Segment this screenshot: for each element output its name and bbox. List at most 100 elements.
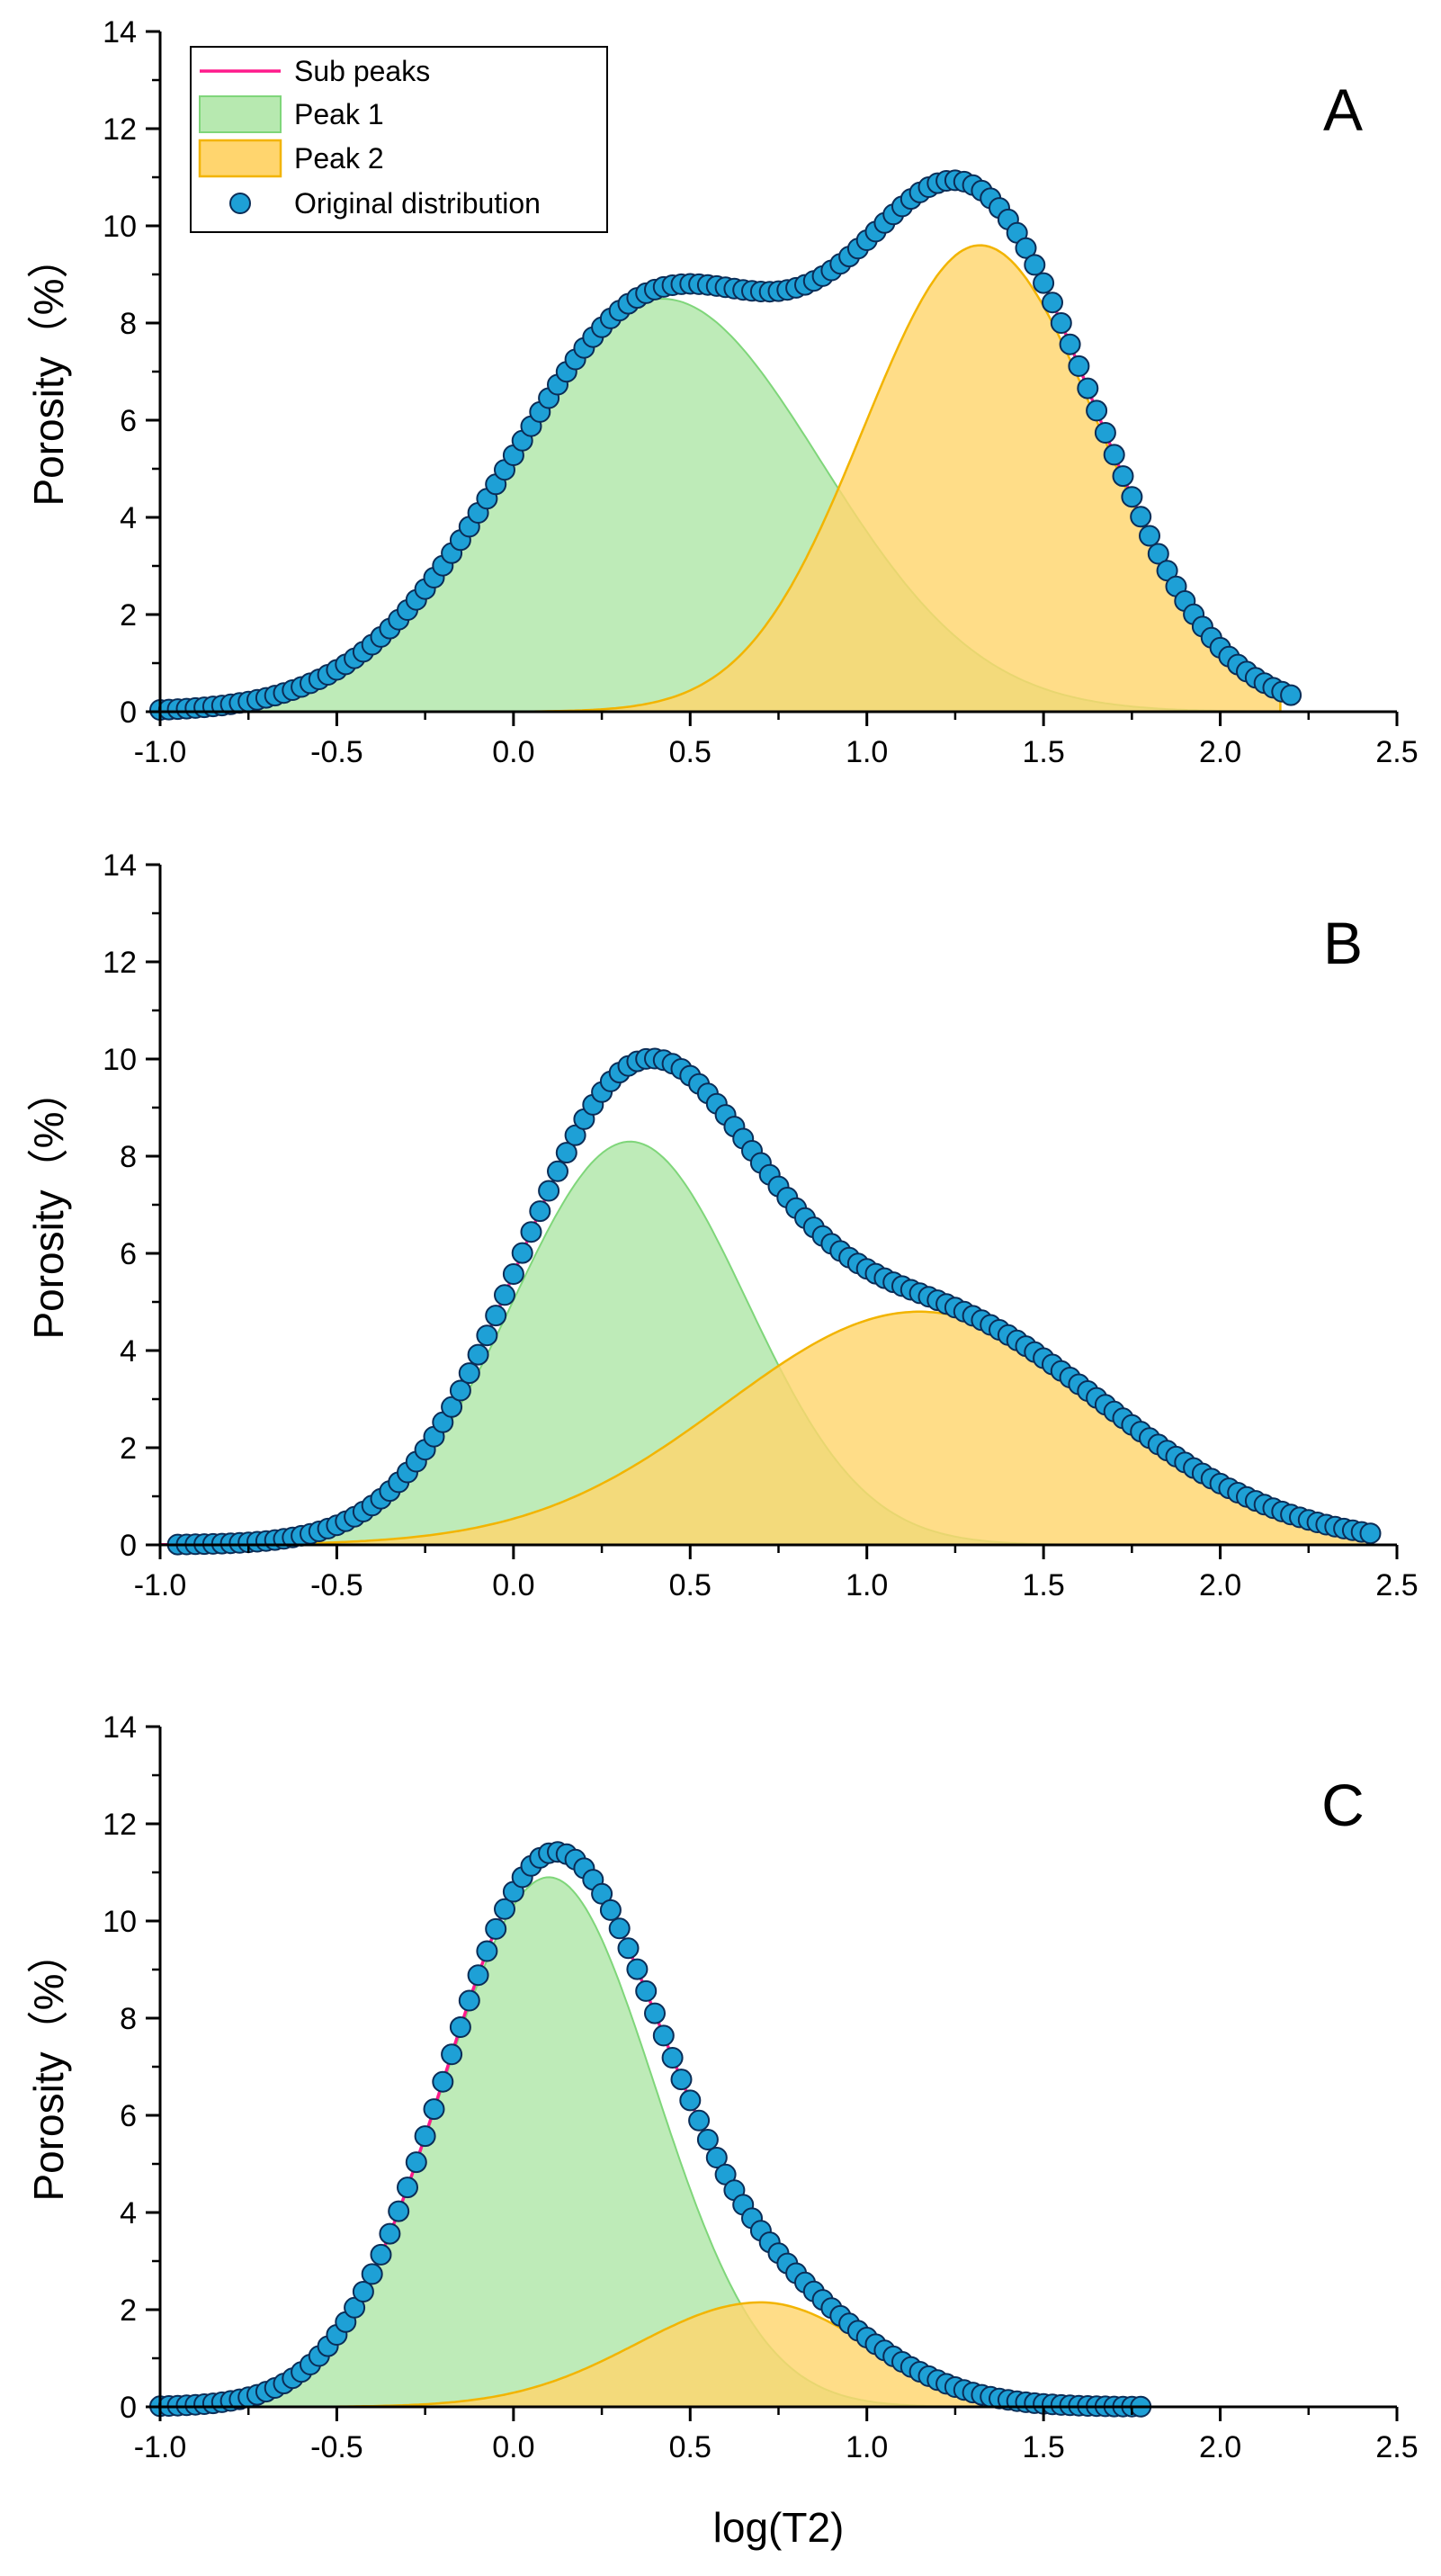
original-distribution-point — [1147, 543, 1169, 565]
y-tick-label: 8 — [120, 307, 137, 341]
x-tick-label: 2.5 — [1375, 735, 1418, 769]
original-distribution-point — [432, 2070, 454, 2093]
original-distribution-point — [1059, 333, 1081, 355]
original-distribution-point — [696, 2129, 719, 2150]
original-distribution-point — [502, 1263, 524, 1285]
panel-c-peak1-area — [159, 1876, 1143, 2408]
original-distribution-point — [379, 2222, 401, 2245]
original-distribution-point — [705, 2147, 728, 2168]
x-tick-label: 0.0 — [492, 1568, 534, 1602]
x-tick-label: -0.5 — [310, 735, 363, 769]
panel-b-y-axis-title: Porosity（%） — [25, 1070, 72, 1339]
y-tick-label: 0 — [120, 2391, 137, 2425]
y-tick-label: 8 — [120, 1140, 137, 1174]
panel-c-x-axis: -1.0 -0.5 0.0 0.5 1.0 1.5 2.0 2.5 — [134, 2405, 1419, 2464]
original-distribution-point — [405, 2151, 427, 2174]
original-distribution-point — [529, 1200, 551, 1223]
x-tick-label: 2.0 — [1199, 735, 1241, 769]
y-tick-label: 8 — [120, 2002, 137, 2036]
original-distribution-point — [441, 2043, 463, 2066]
original-distribution-point — [458, 1989, 480, 2012]
original-distribution-point — [547, 1160, 568, 1182]
legend-original-distribution-swatch — [229, 193, 251, 214]
panel-b-y-axis: 0 2 4 6 8 10 12 14 — [103, 848, 162, 1563]
panel-c-y-axis-title: Porosity（%） — [25, 1932, 72, 2201]
x-tick-label: 0.5 — [669, 735, 712, 769]
original-distribution-point — [441, 1396, 463, 1418]
y-tick-label: 10 — [103, 1905, 137, 1939]
x-tick-label: 1.5 — [1023, 2430, 1065, 2464]
legend-peak1-label: Peak 1 — [294, 98, 384, 130]
x-tick-label: 1.0 — [846, 2430, 888, 2464]
original-distribution-point — [591, 1882, 613, 1905]
panel-a-x-axis: -1.0 -0.5 0.0 0.5 1.0 1.5 2.0 2.5 — [134, 710, 1419, 769]
original-distribution-point — [1094, 422, 1116, 444]
panel-c-peak1-area-group — [159, 1876, 1143, 2408]
y-tick-label: 10 — [103, 1043, 137, 1077]
y-tick-label: 6 — [120, 1237, 137, 1271]
y-tick-label: 4 — [120, 501, 137, 535]
original-distribution-point — [688, 2109, 711, 2132]
original-distribution-point — [511, 1242, 533, 1264]
panel-b-x-axis: -1.0 -0.5 0.0 0.5 1.0 1.5 2.0 2.5 — [134, 1543, 1419, 1602]
original-distribution-point — [388, 2200, 410, 2222]
x-tick-label: 1.5 — [1023, 735, 1065, 769]
panel-a-original-distribution-points — [149, 169, 1302, 721]
y-tick-label: 2 — [120, 2293, 137, 2328]
x-tick-label: 2.5 — [1375, 1568, 1418, 1602]
y-tick-label: 12 — [103, 946, 137, 980]
panel-b: -1.0 -0.5 0.0 0.5 1.0 1.5 2.0 2.5 0 2 4 6 8 10 12 14 B… — [25, 848, 1419, 1602]
original-distribution-point — [352, 2281, 374, 2302]
original-distribution-point — [361, 2263, 383, 2285]
original-distribution-point — [626, 1958, 649, 1980]
panel-a: -1.0 -0.5 0.0 0.5 1.0 1.5 2.0 2.5 0 2 4 6 8 10 12 14 A… — [25, 15, 1419, 769]
y-tick-label: 12 — [103, 1808, 137, 1842]
legend-sub-peaks-label: Sub peaks — [294, 55, 430, 87]
original-distribution-point — [538, 1180, 560, 1202]
original-distribution-point — [449, 2016, 471, 2038]
original-distribution-point — [476, 1940, 498, 1962]
x-axis-title: log(T2) — [713, 2504, 845, 2551]
original-distribution-point — [1103, 444, 1125, 466]
x-tick-label: 2.0 — [1199, 2430, 1241, 2464]
original-distribution-point — [414, 2125, 436, 2148]
original-distribution-point — [423, 2098, 445, 2121]
original-distribution-point — [449, 1379, 471, 1402]
x-tick-label: 0.0 — [492, 2430, 534, 2464]
original-distribution-point — [476, 1324, 498, 1347]
legend: Sub peaks Peak 1 Peak 2 Original distrib… — [190, 46, 608, 233]
x-tick-label: 2.0 — [1199, 1568, 1241, 1602]
original-distribution-point — [1121, 486, 1143, 508]
original-distribution-point — [1139, 525, 1160, 547]
original-distribution-point — [1033, 272, 1055, 294]
original-distribution-point — [1042, 292, 1063, 314]
y-tick-label: 2 — [120, 1432, 137, 1466]
original-distribution-point — [494, 1898, 515, 1920]
x-tick-label: 0.5 — [669, 1568, 712, 1602]
original-distribution-point — [485, 1917, 507, 1940]
panel-c: -1.0 -0.5 0.0 0.5 1.0 1.5 2.0 2.5 0 2 4 6 8 10 12 14 C… — [25, 1710, 1419, 2551]
original-distribution-point — [397, 2177, 418, 2199]
original-distribution-point — [599, 1898, 622, 1921]
x-tick-label: -0.5 — [310, 2430, 363, 2464]
y-tick-label: 0 — [120, 1529, 137, 1563]
original-distribution-point — [1130, 506, 1152, 528]
original-distribution-point — [1359, 1522, 1382, 1545]
x-tick-label: -0.5 — [310, 1568, 363, 1602]
legend-peak2-label: Peak 2 — [294, 142, 384, 175]
x-tick-label: -1.0 — [134, 2430, 187, 2464]
x-tick-label: 2.5 — [1375, 2430, 1418, 2464]
original-distribution-point — [679, 2089, 702, 2112]
y-tick-label: 4 — [120, 2196, 137, 2230]
y-tick-label: 6 — [120, 2099, 137, 2133]
panel-a-y-axis: 0 2 4 6 8 10 12 14 — [103, 15, 162, 730]
original-distribution-point — [1024, 254, 1046, 276]
original-distribution-point — [1068, 355, 1090, 377]
x-tick-label: 1.5 — [1023, 1568, 1065, 1602]
x-tick-label: 0.5 — [669, 2430, 712, 2464]
y-tick-label: 14 — [103, 15, 137, 49]
x-tick-label: -1.0 — [134, 1568, 187, 1602]
panel-a-label: A — [1323, 76, 1363, 143]
panel-c-y-axis: 0 2 4 6 8 10 12 14 — [103, 1710, 162, 2425]
